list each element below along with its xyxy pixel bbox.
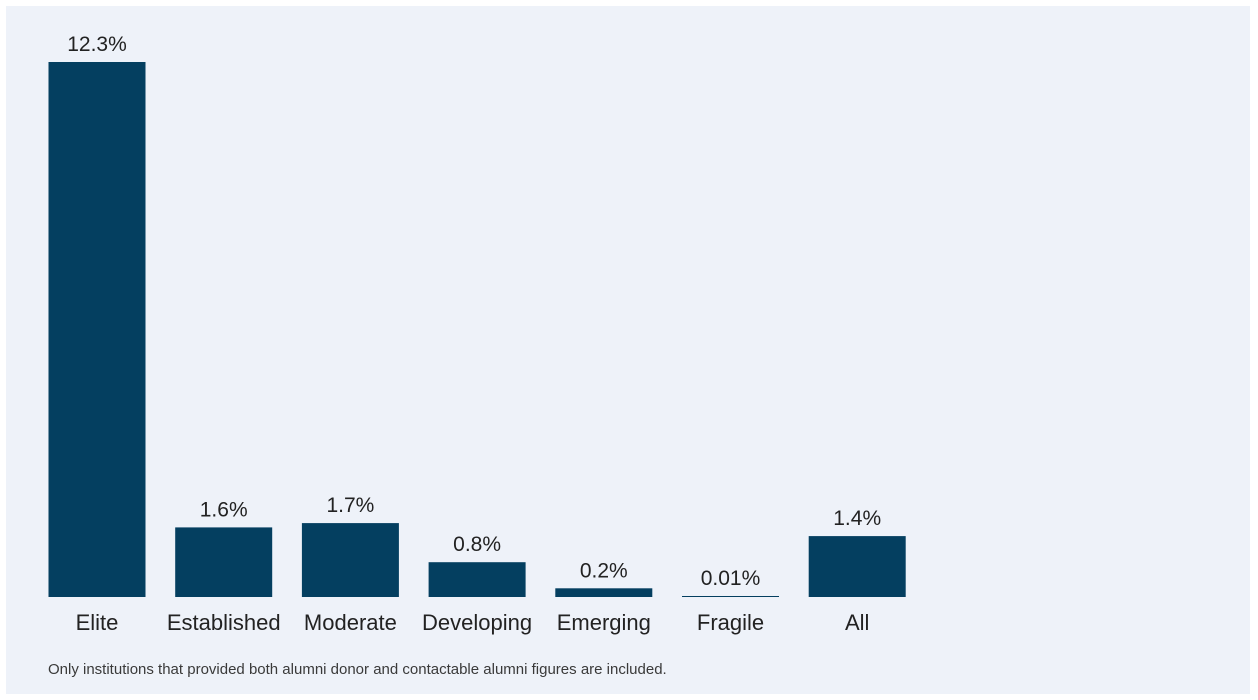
bar-fragile: [682, 596, 779, 597]
bar-elite: [48, 62, 146, 597]
category-label-established: Established: [167, 610, 281, 635]
bar-established: [175, 527, 273, 597]
value-labels-group: 12.3% 1.6% 1.7% 0.8% 0.2% 0.01% 1.4%: [67, 33, 881, 590]
bar-developing: [428, 562, 526, 597]
value-label-moderate: 1.7%: [326, 494, 374, 517]
bar-moderate: [301, 523, 399, 597]
category-label-elite: Elite: [76, 610, 119, 635]
category-label-fragile: Fragile: [697, 610, 764, 635]
category-labels-group: Elite Established Moderate Developing Emergi…: [76, 610, 870, 635]
category-label-moderate: Moderate: [304, 610, 397, 635]
category-label-developing: Developing: [422, 610, 532, 635]
category-label-emerging: Emerging: [557, 610, 651, 635]
bars-group: [48, 62, 906, 597]
category-label-all: All: [845, 610, 869, 635]
value-label-emerging: 0.2%: [580, 559, 628, 582]
value-label-fragile: 0.01%: [701, 567, 761, 590]
bar-all: [808, 536, 906, 597]
value-label-established: 1.6%: [200, 498, 248, 521]
footnote: Only institutions that provided both alu…: [48, 661, 667, 678]
value-label-elite: 12.3%: [67, 33, 127, 56]
value-label-all: 1.4%: [833, 507, 881, 530]
bar-emerging: [555, 588, 653, 597]
value-label-developing: 0.8%: [453, 533, 501, 556]
